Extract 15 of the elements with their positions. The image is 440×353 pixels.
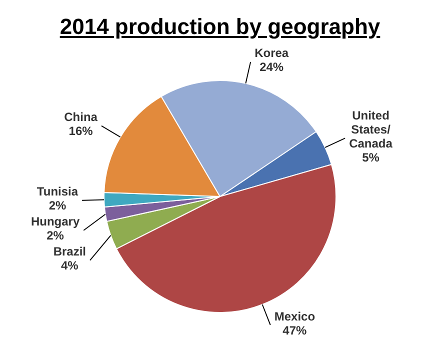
data-label: 5%: [362, 150, 380, 164]
data-label: 47%: [282, 323, 308, 338]
data-label: 24%: [260, 60, 284, 74]
data-label: 4%: [60, 258, 79, 273]
slice-label: China: [64, 110, 98, 124]
slice-label: United States/ Canada: [349, 108, 393, 150]
slice-label: Hungary: [30, 214, 80, 229]
slice-label: Korea: [254, 46, 289, 60]
data-label: 2%: [46, 228, 64, 243]
slice-label: Brazil: [53, 244, 86, 259]
slice-label: Mexico: [274, 309, 316, 324]
data-label: 2%: [48, 198, 66, 213]
slice-label: Tunisia: [36, 184, 78, 199]
chart-title: 2014 production by geography: [58, 14, 382, 40]
data-label: 16%: [68, 124, 94, 138]
